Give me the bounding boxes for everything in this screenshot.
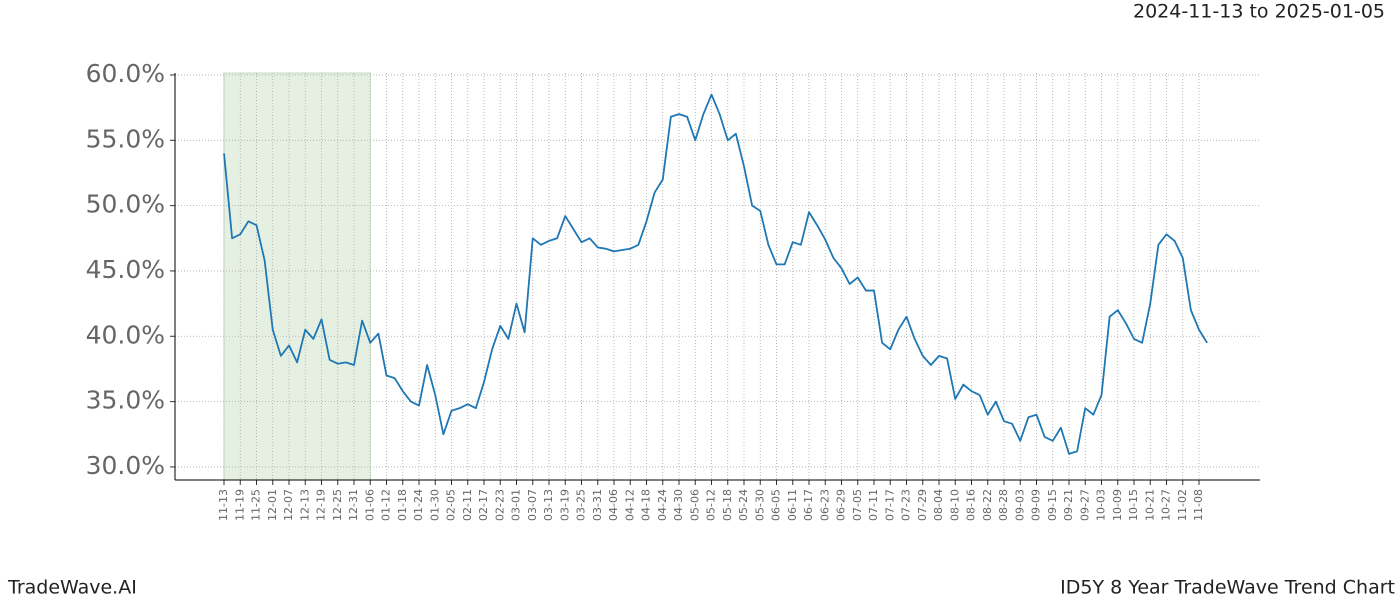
y-tick-label: 50.0% <box>86 190 165 219</box>
x-tick-label: 04-24 <box>656 489 669 521</box>
trend-line <box>223 93 1208 455</box>
x-tick-label: 06-05 <box>770 489 783 521</box>
x-tick-label: 08-28 <box>997 489 1010 521</box>
x-tick-label: 04-30 <box>672 489 685 521</box>
x-tick-label: 09-09 <box>1030 489 1043 521</box>
brand: TradeWave.AI <box>7 577 137 599</box>
x-tick-label: 04-06 <box>607 489 620 521</box>
x-tick-label: 08-04 <box>932 489 945 521</box>
x-tick-label: 04-18 <box>640 489 653 521</box>
x-tick-label: 11-13 <box>217 489 230 521</box>
x-tick-label: 07-29 <box>916 489 929 521</box>
x-tick-label: 02-11 <box>461 489 474 521</box>
x-tick-label: 07-05 <box>851 489 864 521</box>
x-tick-label: 12-19 <box>315 489 328 521</box>
y-tick-label: 35.0% <box>86 386 165 415</box>
x-tick-label: 02-17 <box>477 489 490 521</box>
x-tick-label: 01-06 <box>363 489 376 521</box>
x-tick-label: 08-10 <box>948 489 961 521</box>
x-tick-label: 03-31 <box>591 489 604 521</box>
x-tick-label: 01-18 <box>396 489 409 521</box>
x-tick-label: 12-13 <box>298 489 311 521</box>
x-tick-label: 06-11 <box>786 489 799 521</box>
x-tick-label: 01-30 <box>428 489 441 521</box>
y-tick-label: 30.0% <box>86 451 165 480</box>
x-tick-label: 07-11 <box>867 489 880 521</box>
y-tick-label: 55.0% <box>86 124 165 153</box>
x-tick-label: 09-03 <box>1013 489 1026 521</box>
x-tick-label: 03-19 <box>558 489 571 521</box>
x-tick-label: 03-01 <box>510 489 523 521</box>
x-tick-label: 07-17 <box>883 489 896 521</box>
x-tick-label: 01-12 <box>380 489 393 521</box>
x-tick-label: 10-27 <box>1160 489 1173 521</box>
x-tick-label: 12-01 <box>266 489 279 521</box>
x-tick-label: 05-12 <box>705 489 718 521</box>
x-tick-label: 12-07 <box>282 489 295 521</box>
x-tick-label: 03-13 <box>542 489 555 521</box>
x-tick-label: 11-19 <box>233 489 246 521</box>
x-tick-label: 06-17 <box>802 489 815 521</box>
x-tick-label: 04-12 <box>623 489 636 521</box>
x-tick-label: 10-03 <box>1095 489 1108 521</box>
x-tick-label: 02-23 <box>493 489 506 521</box>
x-tick-label: 09-21 <box>1062 489 1075 521</box>
x-tick-label: 09-27 <box>1078 489 1091 521</box>
y-tick-label: 40.0% <box>86 320 165 349</box>
x-tick-label: 01-24 <box>412 489 425 521</box>
x-tick-label: 08-16 <box>965 489 978 521</box>
x-tick-label: 06-23 <box>818 489 831 521</box>
highlight-band <box>223 72 371 481</box>
x-tick-label: 11-02 <box>1176 489 1189 521</box>
x-tick-label: 10-21 <box>1143 489 1156 521</box>
x-tick-label: 03-07 <box>526 489 539 521</box>
x-tick-label: 07-23 <box>900 489 913 521</box>
x-tick-label: 10-15 <box>1127 489 1140 521</box>
chart-title: ID5Y 8 Year TradeWave Trend Chart <box>1060 577 1395 599</box>
y-tick-label: 45.0% <box>86 255 165 284</box>
x-tick-label: 09-15 <box>1046 489 1059 521</box>
date-range: 2024-11-13 to 2025-01-05 <box>1133 1 1385 23</box>
x-tick-label: 05-06 <box>688 489 701 521</box>
y-tick-label: 60.0% <box>86 59 165 88</box>
x-tick-label: 02-05 <box>445 489 458 521</box>
x-tick-label: 05-18 <box>721 489 734 521</box>
x-tick-label: 06-29 <box>835 489 848 521</box>
x-tick-label: 12-31 <box>347 489 360 521</box>
x-tick-label: 12-25 <box>331 489 344 521</box>
x-tick-label: 11-25 <box>250 489 263 521</box>
x-tick-label: 03-25 <box>575 489 588 521</box>
x-tick-label: 05-30 <box>753 489 766 521</box>
x-tick-label: 08-22 <box>981 489 994 521</box>
x-tick-label: 05-24 <box>737 489 750 521</box>
x-tick-label: 11-08 <box>1192 489 1205 521</box>
x-tick-label: 10-09 <box>1111 489 1124 521</box>
